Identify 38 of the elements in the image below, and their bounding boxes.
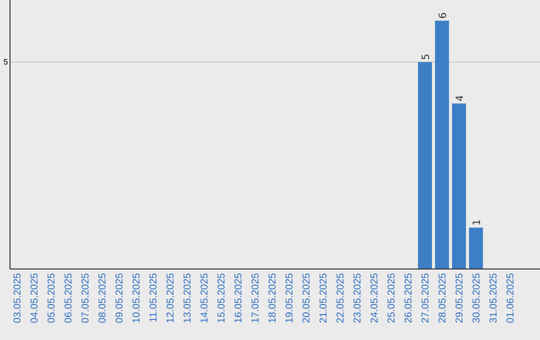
- x-tick-label: 12.05.2025: [166, 272, 176, 324]
- x-tick-label: 30.05.2025: [472, 272, 482, 324]
- x-tick-label: 11.05.2025: [148, 272, 160, 322]
- x-tick-label: 14.05.2025: [200, 272, 210, 324]
- x-tick-label: 23.05.2025: [352, 272, 364, 324]
- data-label: 1: [472, 219, 483, 226]
- x-tick-label: 08.05.2025: [98, 272, 108, 324]
- bar: [452, 103, 466, 269]
- x-tick-label: 04.05.2025: [30, 272, 40, 324]
- x-tick-label: 10.05.2025: [132, 272, 142, 324]
- x-tick-label: 16.05.2025: [234, 272, 244, 324]
- data-label: 4: [455, 95, 466, 102]
- x-tick-label: 29.05.2025: [454, 272, 466, 324]
- x-tick-label: 07.05.2025: [80, 272, 92, 324]
- x-tick-label: 06.05.2025: [64, 272, 74, 324]
- x-tick-label: 27.05.2025: [420, 272, 432, 324]
- x-tick-label: 24.05.2025: [370, 272, 380, 324]
- x-tick-label: 22.05.2025: [336, 272, 346, 324]
- x-tick-label: 19.05.2025: [284, 272, 296, 324]
- x-tick-label: 25.05.2025: [386, 272, 398, 324]
- x-tick-label: 21.05.2025: [318, 272, 330, 324]
- x-tick-label: 20.05.2025: [302, 272, 312, 324]
- data-label: 5: [421, 54, 432, 60]
- x-tick-label: 28.05.2025: [438, 272, 448, 324]
- x-tick-label: 26.05.2025: [404, 272, 414, 324]
- bar: [435, 20, 449, 269]
- data-label: 6: [438, 12, 449, 19]
- x-tick-label: 13.05.2025: [182, 272, 194, 324]
- x-tick-label: 05.05.2025: [46, 272, 58, 324]
- x-tick-label: 31.05.2025: [488, 272, 500, 324]
- x-tick-label: 03.05.2025: [12, 272, 24, 324]
- x-tick-label: 01.06.2025: [506, 272, 516, 324]
- bar: [469, 228, 483, 269]
- x-tick-label: 09.05.2025: [114, 272, 126, 324]
- bar: [418, 62, 432, 269]
- x-tick-label: 17.05.2025: [250, 272, 262, 324]
- x-tick-label: 18.05.2025: [268, 272, 278, 324]
- x-tick-label: 15.05.2025: [216, 272, 228, 324]
